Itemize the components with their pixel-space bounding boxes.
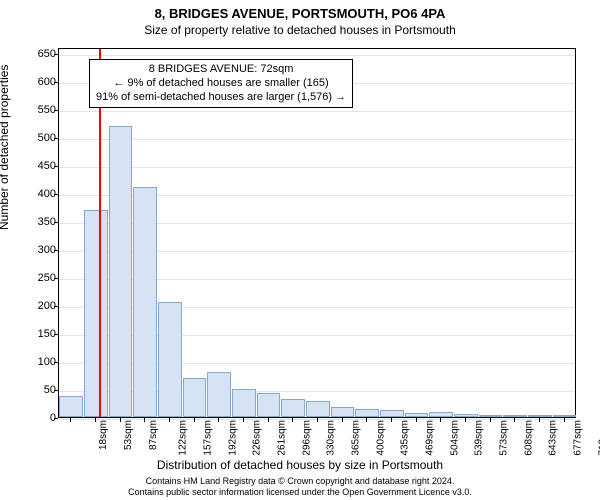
x-tick-label: 539sqm bbox=[474, 420, 485, 456]
histogram-bar bbox=[454, 414, 478, 417]
x-tick-label: 608sqm bbox=[523, 420, 534, 456]
histogram-bar bbox=[207, 372, 231, 417]
x-tick-mark bbox=[292, 418, 293, 422]
x-tick-mark bbox=[144, 418, 145, 422]
histogram-bar bbox=[503, 415, 527, 417]
histogram-bar bbox=[257, 393, 281, 417]
histogram-bar bbox=[429, 412, 453, 417]
x-tick-label: 261sqm bbox=[277, 420, 288, 456]
y-tick-mark bbox=[54, 166, 58, 167]
histogram-bar bbox=[183, 378, 207, 417]
x-tick-mark bbox=[440, 418, 441, 422]
x-tick-mark bbox=[218, 418, 219, 422]
x-tick-label: 18sqm bbox=[98, 420, 109, 450]
histogram-bar bbox=[553, 415, 577, 417]
footer-attribution: Contains HM Land Registry data © Crown c… bbox=[0, 476, 600, 498]
y-tick-mark bbox=[54, 418, 58, 419]
histogram-bar bbox=[306, 401, 330, 417]
histogram-bar bbox=[479, 415, 503, 417]
y-tick-mark bbox=[54, 362, 58, 363]
histogram-bar bbox=[355, 409, 379, 417]
x-tick-label: 435sqm bbox=[400, 420, 411, 456]
x-axis-label: Distribution of detached houses by size … bbox=[0, 458, 600, 472]
x-tick-mark bbox=[342, 418, 343, 422]
x-tick-label: 330sqm bbox=[326, 420, 337, 456]
histogram-bar bbox=[59, 396, 83, 417]
gridline bbox=[59, 111, 575, 112]
histogram-bar bbox=[331, 407, 355, 417]
gridline bbox=[59, 55, 575, 56]
x-tick-mark bbox=[70, 418, 71, 422]
x-tick-label: 226sqm bbox=[252, 420, 263, 456]
x-tick-mark bbox=[95, 418, 96, 422]
histogram-bar bbox=[109, 126, 133, 418]
x-tick-mark bbox=[416, 418, 417, 422]
x-tick-label: 122sqm bbox=[178, 420, 189, 456]
x-tick-label: 53sqm bbox=[123, 420, 134, 450]
y-tick-mark bbox=[54, 82, 58, 83]
x-tick-mark bbox=[268, 418, 269, 422]
y-tick-mark bbox=[54, 194, 58, 195]
y-tick-mark bbox=[54, 110, 58, 111]
x-tick-mark bbox=[490, 418, 491, 422]
x-tick-mark bbox=[514, 418, 515, 422]
histogram-bar bbox=[405, 413, 429, 417]
y-tick-mark bbox=[54, 390, 58, 391]
x-tick-label: 365sqm bbox=[351, 420, 362, 456]
footer-line-2: Contains public sector information licen… bbox=[0, 487, 600, 498]
page-subtitle: Size of property relative to detached ho… bbox=[0, 23, 600, 37]
y-axis-label: Number of detached properties bbox=[0, 65, 11, 230]
x-tick-mark bbox=[465, 418, 466, 422]
y-tick-mark bbox=[54, 306, 58, 307]
footer-line-1: Contains HM Land Registry data © Crown c… bbox=[0, 476, 600, 487]
histogram-bar bbox=[84, 210, 108, 417]
annotation-box: 8 BRIDGES AVENUE: 72sqm← 9% of detached … bbox=[89, 59, 353, 108]
gridline bbox=[59, 167, 575, 168]
histogram-bar bbox=[232, 389, 256, 417]
histogram-bar bbox=[380, 410, 404, 417]
x-tick-label: 469sqm bbox=[425, 420, 436, 456]
x-tick-mark bbox=[539, 418, 540, 422]
x-tick-label: 643sqm bbox=[548, 420, 559, 456]
histogram-bar bbox=[133, 187, 157, 417]
gridline bbox=[59, 139, 575, 140]
x-tick-label: 504sqm bbox=[449, 420, 460, 456]
x-tick-mark bbox=[317, 418, 318, 422]
histogram-chart: 8 BRIDGES AVENUE: 72sqm← 9% of detached … bbox=[58, 48, 576, 418]
x-tick-label: 87sqm bbox=[148, 420, 159, 450]
x-tick-label: 192sqm bbox=[227, 420, 238, 456]
x-tick-mark bbox=[169, 418, 170, 422]
x-tick-label: 296sqm bbox=[301, 420, 312, 456]
x-tick-mark bbox=[243, 418, 244, 422]
x-tick-mark bbox=[120, 418, 121, 422]
histogram-bar bbox=[281, 399, 305, 417]
page-title: 8, BRIDGES AVENUE, PORTSMOUTH, PO6 4PA bbox=[0, 6, 600, 21]
y-tick-mark bbox=[54, 222, 58, 223]
x-tick-mark bbox=[564, 418, 565, 422]
y-tick-mark bbox=[54, 334, 58, 335]
x-tick-mark bbox=[194, 418, 195, 422]
y-tick-mark bbox=[54, 138, 58, 139]
annotation-line: 8 BRIDGES AVENUE: 72sqm bbox=[96, 63, 346, 77]
x-tick-label: 157sqm bbox=[203, 420, 214, 456]
y-tick-mark bbox=[54, 250, 58, 251]
annotation-line: ← 9% of detached houses are smaller (165… bbox=[96, 77, 346, 91]
x-tick-mark bbox=[366, 418, 367, 422]
y-tick-mark bbox=[54, 278, 58, 279]
x-tick-label: 677sqm bbox=[573, 420, 584, 456]
annotation-line: 91% of semi-detached houses are larger (… bbox=[96, 91, 346, 105]
x-tick-label: 400sqm bbox=[375, 420, 386, 456]
x-tick-label: 573sqm bbox=[499, 420, 510, 456]
x-tick-mark bbox=[391, 418, 392, 422]
y-tick-mark bbox=[54, 54, 58, 55]
histogram-bar bbox=[528, 415, 552, 417]
histogram-bar bbox=[158, 302, 182, 417]
